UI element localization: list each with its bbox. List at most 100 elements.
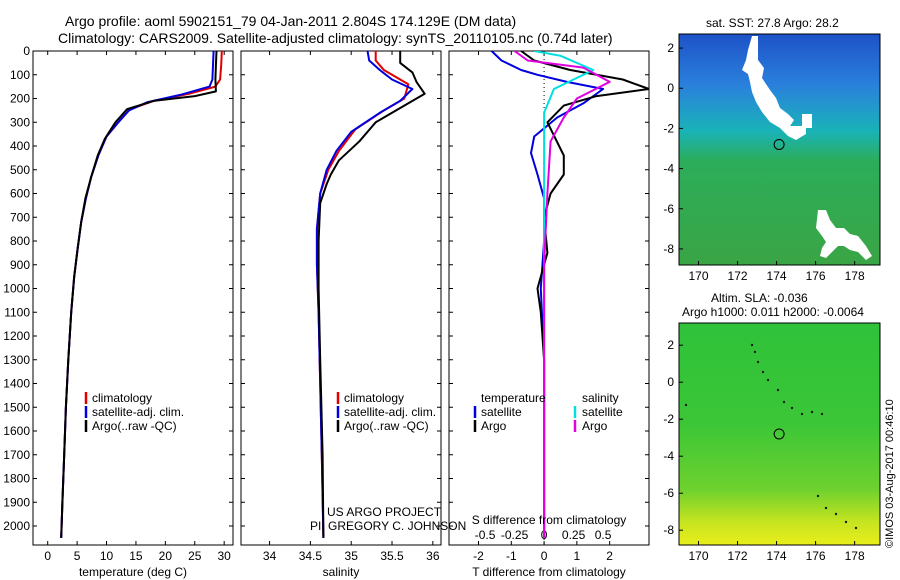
x-tick-label: 0 <box>44 549 51 563</box>
y-tick-label: 0 <box>23 44 30 58</box>
salinity-axes: 34 34.5 35 35.5 36 <box>241 50 441 563</box>
series-line-argo <box>60 51 218 538</box>
y-tick-label: 500 <box>10 163 30 177</box>
legend-entry: satellite <box>582 405 623 419</box>
map-x-tick-label: 176 <box>806 549 826 563</box>
y-tick-label: 600 <box>10 187 30 201</box>
legend-entry: Argo(..raw -QC) <box>92 419 177 433</box>
legend-entry: climatology <box>92 391 152 405</box>
project-credit: US ARGO PROJECT <box>327 505 442 519</box>
sla-map-title-line2: Argo h1000: 0.011 h2000: -0.0064 <box>682 305 864 319</box>
series-line-satellite <box>315 51 414 538</box>
x-tick-label: 35.5 <box>380 549 404 563</box>
series-line-argo <box>317 51 426 538</box>
sst-map-axes: 170 172 174 176 178 2 0 -2 -4 -6 -8 <box>663 41 865 283</box>
map-x-tick-label: 170 <box>688 549 708 563</box>
x-tick-label: 25 <box>188 549 202 563</box>
y-tick-label: 700 <box>10 210 30 224</box>
x-tick-label: 2 <box>606 549 613 563</box>
figure-title-line1: Argo profile: aoml 5902151_79 04-Jan-201… <box>65 13 516 29</box>
legend-entry: climatology <box>344 391 404 405</box>
y-tick-label: 800 <box>10 234 30 248</box>
sst-map-title: sat. SST: 27.8 Argo: 28.2 <box>706 16 839 30</box>
pi-credit: PI: GREGORY C. JOHNSON <box>310 519 466 533</box>
map-y-tick-label: 0 <box>667 81 674 95</box>
s-tick-label: -0.25 <box>501 528 529 542</box>
y-tick-label: 1100 <box>4 305 30 319</box>
y-tick-label: 300 <box>10 115 30 129</box>
map-y-tick-label: -6 <box>663 202 674 216</box>
y-tick-label: 1000 <box>3 282 30 296</box>
figure-title-line2: Climatology: CARS2009. Satellite-adjuste… <box>58 30 613 46</box>
imos-stamp: ©IMOS 03-Aug-2017 00:46:10 <box>884 399 896 548</box>
salinity-panel-frame <box>240 50 442 546</box>
salinity-lines <box>315 51 426 538</box>
x-tick-label: 30 <box>217 549 231 563</box>
map-x-tick-label: 174 <box>767 549 787 563</box>
argo-location-marker-sst <box>773 138 785 150</box>
salinity-xlabel: salinity <box>323 565 360 579</box>
map-x-tick-label: 172 <box>728 549 748 563</box>
legend-entry: satellite-adj. clim. <box>92 405 184 419</box>
y-tick-label: 1400 <box>3 377 30 391</box>
temperature-axes: 0100200300400500600700800900100011001200… <box>3 44 233 563</box>
s-tick-label: -0.5 <box>475 528 496 542</box>
temperature-xlabel: temperature (deg C) <box>79 565 187 579</box>
series-line-argo <box>520 51 649 538</box>
y-tick-label: 1800 <box>3 472 30 486</box>
temperature-panel-frame <box>32 50 234 546</box>
map-y-tick-label: 0 <box>667 375 674 389</box>
map-y-tick-label: -4 <box>663 449 674 463</box>
y-tick-label: 1500 <box>3 400 30 414</box>
map-y-tick-label: -2 <box>663 121 674 135</box>
x-tick-label: -1 <box>506 549 517 563</box>
x-tick-label: 15 <box>129 549 143 563</box>
temperature-legend: climatology satellite-adj. clim. Argo(..… <box>84 391 184 433</box>
series-line-satellite <box>60 51 215 538</box>
map-y-tick-label: -8 <box>663 242 674 256</box>
y-tick-label: 2000 <box>3 519 30 533</box>
y-tick-label: 900 <box>10 258 30 272</box>
map-y-tick-label: -8 <box>663 523 674 537</box>
x-tick-label: 0 <box>541 549 548 563</box>
difference-panel-frame <box>448 50 650 546</box>
series-line-salinity_argo <box>514 51 611 538</box>
sst-land-mask <box>742 36 872 260</box>
map-y-tick-label: 2 <box>667 41 674 55</box>
difference-legend: temperature satellite Argo salinity sate… <box>473 391 623 433</box>
legend-header-temperature: temperature <box>481 391 546 405</box>
difference-xlabel-top: S difference from climatology <box>472 513 627 527</box>
y-tick-label: 100 <box>10 68 30 82</box>
legend-entry: satellite <box>481 405 522 419</box>
difference-lines <box>490 51 649 538</box>
y-tick-label: 1700 <box>3 448 30 462</box>
difference-xlabel: T difference from climatology <box>472 565 626 579</box>
map-x-tick-label: 174 <box>767 269 787 283</box>
map-x-tick-label: 170 <box>688 269 708 283</box>
sla-map-axes: 170 172 174 176 178 2 0 -2 -4 -6 -8 <box>663 338 865 563</box>
x-tick-label: 5 <box>74 549 81 563</box>
map-y-tick-label: -4 <box>663 162 674 176</box>
series-line-satellite <box>490 51 605 538</box>
x-tick-label: 20 <box>159 549 173 563</box>
legend-header-salinity: salinity <box>582 391 619 405</box>
legend-entry: Argo <box>481 419 507 433</box>
series-line-salinity <box>534 51 595 538</box>
x-tick-label: 36 <box>426 549 440 563</box>
sla-coastline-dots <box>684 343 858 530</box>
map-y-tick-label: 2 <box>667 338 674 352</box>
sla-map-field <box>678 322 881 546</box>
x-tick-label: 34.5 <box>299 549 323 563</box>
y-tick-label: 1200 <box>3 329 30 343</box>
y-tick-label: 200 <box>10 92 30 106</box>
legend-entry: Argo(..raw -QC) <box>344 419 429 433</box>
s-tick-label: 0.25 <box>562 528 586 542</box>
y-tick-label: 1600 <box>3 424 30 438</box>
legend-entry: Argo <box>582 419 608 433</box>
x-tick-label: -2 <box>473 549 484 563</box>
y-tick-label: 1900 <box>3 495 30 509</box>
x-tick-label: 35 <box>345 549 359 563</box>
x-tick-label: 10 <box>100 549 114 563</box>
